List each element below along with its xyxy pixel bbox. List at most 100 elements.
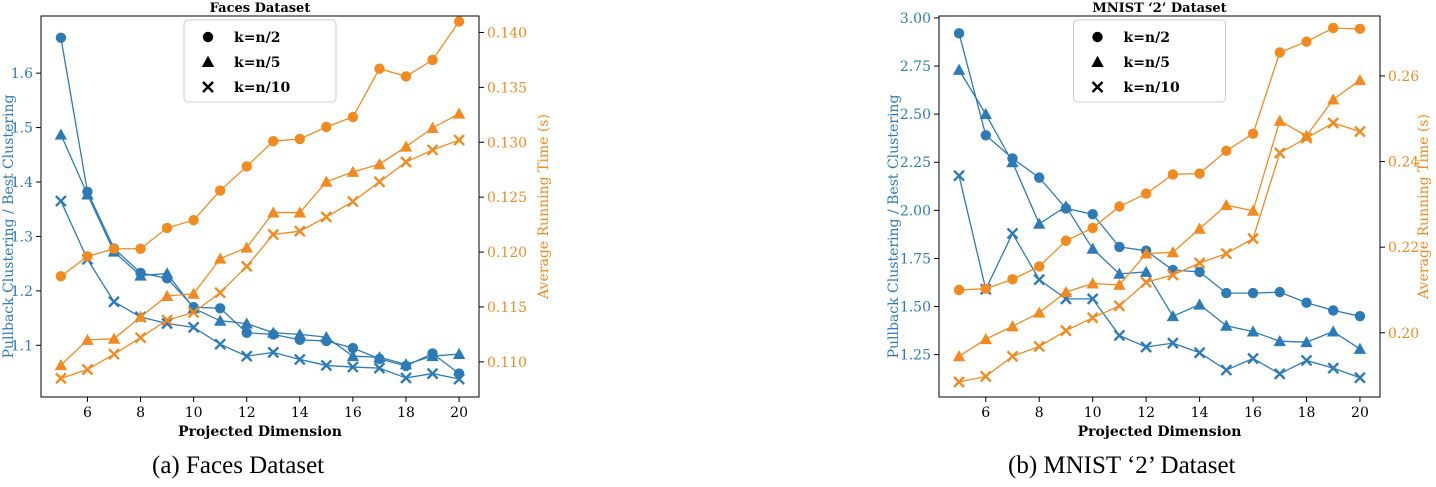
mnist-chart: MNIST ‘2’ Dataset 6 8 10 12 14 16 18 20 Projected… [886,1,1432,440]
mnist-point-right-x [1193,257,1206,269]
mnist-point-left-x [1220,364,1233,376]
mnist-point-left-triangle [1006,156,1019,168]
mnist-point-right-triangle [1139,247,1153,259]
faces-point-left-triangle [267,326,280,338]
faces-legend-marker-circle [202,31,214,43]
faces-point-left-triangle [346,349,360,362]
mnist-ytick-right-label: 0.26 [1388,69,1419,85]
mnist-point-right-x [1086,311,1099,324]
faces-point-left-x [453,373,465,385]
faces-line-left-circle [60,37,460,375]
mnist-xtick-label: 20 [1351,405,1369,421]
faces-point-right-triangle [134,310,147,322]
mnist-series-right-circle [953,22,1366,296]
mnist-point-right-circle [1354,23,1366,35]
faces-series-right-circle [55,16,465,282]
faces-point-right-x [426,144,439,156]
mnist-point-left-circle [1114,241,1125,253]
mnist-point-left-triangle [1246,325,1260,337]
mnist-point-left-triangle [1327,325,1340,337]
mnist-xtick-label: 14 [1191,405,1209,421]
mnist-point-left-circle [1087,208,1098,220]
mnist-point-left-x [1247,352,1259,365]
mnist-line-right-circle [959,27,1360,291]
mnist-ytick-left-label: 1.75 [900,251,931,267]
faces-point-left-triangle [320,330,333,343]
mnist-point-right-x [1300,132,1313,144]
mnist-point-left-x [1140,341,1152,353]
mnist-point-left-triangle [1353,342,1367,354]
mnist-line-left-triangle [958,69,1361,350]
faces-point-right-x [214,286,227,299]
mnist-point-left-triangle [1059,200,1073,212]
faces-point-right-triangle [373,158,386,170]
mnist-point-left-circle [1274,286,1285,298]
faces-legend-marker-x [202,81,214,93]
mnist-point-right-circle [1087,222,1098,234]
mnist-ytick-left-label: 2.50 [900,107,931,123]
mnist-point-left-circle [1247,287,1259,299]
mnist-point-right-triangle [1300,129,1313,141]
faces-xtick-label: 14 [291,405,309,421]
faces-point-left-circle [214,303,226,314]
mnist-point-right-x [1140,276,1152,289]
faces-line-right-circle [60,21,460,277]
mnist-series-right-x [953,117,1366,388]
faces-point-right-x [108,348,120,361]
faces-legend-marker-triangle [201,55,215,67]
faces-point-left-x [214,338,227,351]
mnist-point-right-x [1113,299,1126,312]
faces-point-left-x [293,353,306,366]
mnist-point-left-x [1086,293,1099,305]
mnist-line-left-x [958,175,1361,379]
mnist-ytick-left-label: 1.50 [900,300,931,316]
faces-point-left-x [187,321,200,334]
faces-point-right-circle [188,215,199,226]
faces-ytick-right-label: 0.135 [487,80,527,96]
mnist-title: MNIST ‘2’ Dataset [1092,1,1226,16]
mnist-point-left-triangle [1220,319,1233,331]
mnist-xtick-label: 16 [1244,405,1262,421]
faces-point-left-triangle [373,351,386,363]
mnist-point-right-circle [1140,188,1152,199]
mnist-point-left-triangle [1300,335,1313,348]
faces-point-right-triangle [240,241,253,253]
mnist-legend-box [1073,19,1226,103]
faces-point-left-x [426,367,439,380]
faces-point-right-circle [347,111,359,123]
faces-ylabel-right: Average Running Time (s) [536,114,552,300]
mnist-point-right-circle [980,283,991,294]
faces-point-right-circle [82,251,93,262]
faces-xtick-label: 10 [185,405,203,421]
mnist-ytick-right-label: 0.20 [1388,326,1419,342]
mnist-point-right-circle [1274,47,1285,58]
faces-point-right-x [453,134,465,146]
mnist-point-left-x [1033,273,1046,286]
faces-ytick-left-label: 1.3 [11,229,33,245]
mnist-point-left-triangle [1113,267,1126,279]
faces-ytick-left-label: 1.2 [11,284,33,300]
mnist-point-right-triangle [1246,204,1260,216]
faces-xtick-label: 12 [238,405,256,421]
faces-point-right-triangle [426,121,439,133]
mnist-point-left-circle [980,130,991,141]
faces-point-right-circle [135,243,146,254]
mnist-point-right-x [1220,247,1233,260]
mnist-point-right-circle [1034,261,1045,272]
faces-line-right-x [60,139,460,379]
mnist-point-right-circle [1328,22,1339,34]
mnist-point-left-x [1273,368,1286,380]
mnist-point-left-triangle [1086,242,1099,254]
mnist-point-right-circle [1194,168,1205,179]
faces-point-left-triangle [293,328,307,340]
mnist-point-right-triangle [979,333,992,345]
faces-point-right-triangle [346,165,360,177]
faces-point-left-circle [347,342,359,354]
mnist-point-right-triangle [1086,277,1099,289]
mnist-point-right-x [1247,232,1259,245]
mnist-point-right-triangle [1273,114,1286,126]
faces-point-right-circle [108,243,120,254]
faces-point-right-x [161,314,173,326]
faces-ytick-right-label: 0.110 [487,355,527,371]
faces-point-right-x [400,156,412,168]
